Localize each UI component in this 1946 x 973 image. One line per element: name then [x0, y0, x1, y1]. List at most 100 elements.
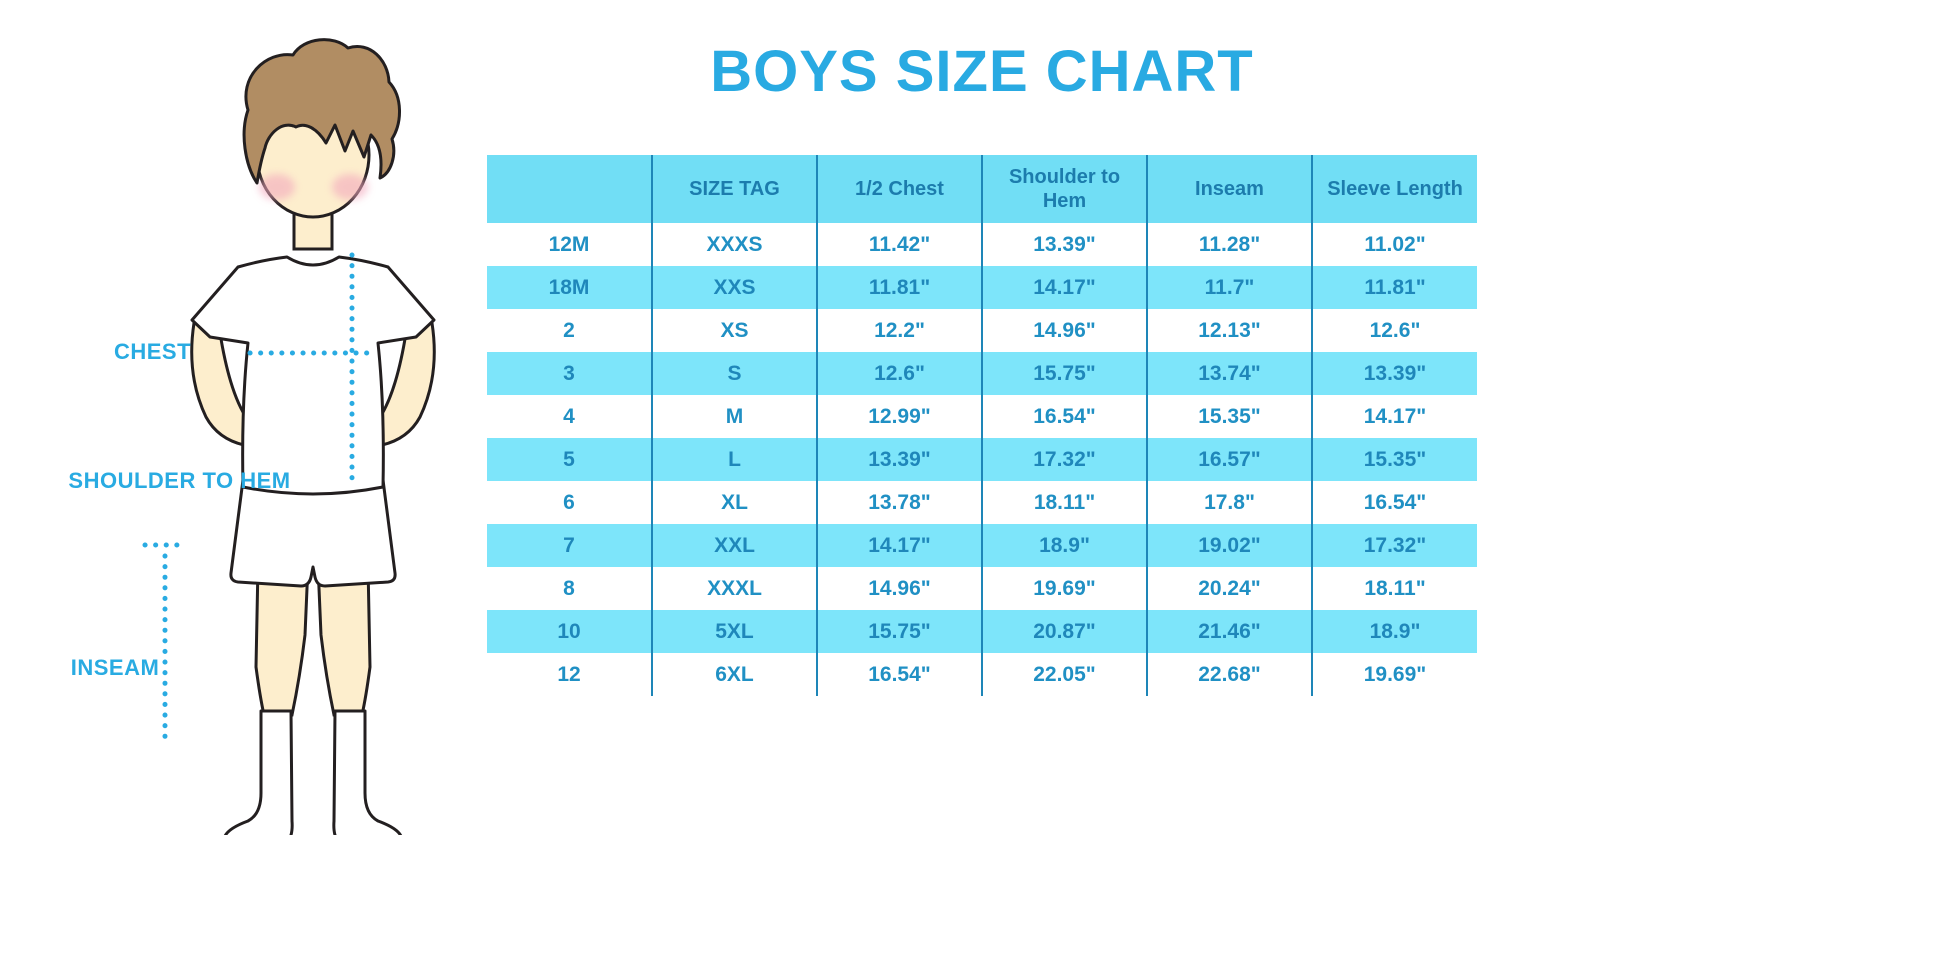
- row-label: 3: [487, 352, 652, 395]
- table-cell: XXL: [651, 524, 817, 567]
- boy-sock-shoe-right: [332, 709, 403, 835]
- table-cell: 15.35": [1146, 395, 1312, 438]
- table-cell: 13.78": [816, 481, 982, 524]
- table-cell: 15.75": [816, 610, 982, 653]
- shoulder-to-hem-label: SHOULDER TO HEM: [68, 468, 291, 493]
- table-row: 12M XXXS 11.42" 13.39" 11.28" 11.02": [487, 223, 1477, 266]
- table-cell: 19.69": [981, 567, 1147, 610]
- table-cell: 17.32": [981, 438, 1147, 481]
- table-cell: 13.39": [816, 438, 982, 481]
- table-cell: 17.32": [1311, 524, 1477, 567]
- table-cell: XXXL: [651, 567, 817, 610]
- table-cell: 12.6": [816, 352, 982, 395]
- table-row: 6 XL 13.78" 18.11" 17.8" 16.54": [487, 481, 1477, 524]
- table-cell: 12.99": [816, 395, 982, 438]
- boy-leg-right: [316, 563, 372, 717]
- table-cell: S: [651, 352, 817, 395]
- table-row: 8 XXXL 14.96" 19.69" 20.24" 18.11": [487, 567, 1477, 610]
- table-cell: 20.24": [1146, 567, 1312, 610]
- table-cell: 16.54": [816, 653, 982, 696]
- table-cell: XL: [651, 481, 817, 524]
- table-cell: 16.54": [1311, 481, 1477, 524]
- table-cell: L: [651, 438, 817, 481]
- boy-blush-left: [259, 174, 295, 200]
- table-cell: 18.9": [981, 524, 1147, 567]
- table-cell: 13.74": [1146, 352, 1312, 395]
- size-table: SIZE TAG 1/2 Chest Shoulder to Hem Insea…: [487, 155, 1477, 696]
- table-row: 3 S 12.6" 15.75" 13.74" 13.39": [487, 352, 1477, 395]
- table-cell: 6XL: [651, 653, 817, 696]
- table-cell: 11.81": [816, 266, 982, 309]
- table-cell: 15.75": [981, 352, 1147, 395]
- table-cell: XXXS: [651, 223, 817, 266]
- table-cell: M: [651, 395, 817, 438]
- table-cell: 20.87": [981, 610, 1147, 653]
- table-row: 4 M 12.99" 16.54" 15.35" 14.17": [487, 395, 1477, 438]
- chest-label: CHEST: [113, 339, 192, 364]
- table-cell: 14.17": [816, 524, 982, 567]
- table-cell: XS: [651, 309, 817, 352]
- table-cell: 12.13": [1146, 309, 1312, 352]
- boy-blush-right: [332, 174, 368, 200]
- table-cell: 13.39": [981, 223, 1147, 266]
- boy-arm-right: [376, 321, 436, 447]
- table-cell: 22.05": [981, 653, 1147, 696]
- row-label: 5: [487, 438, 652, 481]
- table-cell: 11.7": [1146, 266, 1312, 309]
- boy-sock-shoe-left: [223, 709, 294, 835]
- col-header-size: [487, 155, 652, 223]
- table-cell: 14.17": [1311, 395, 1477, 438]
- table-cell: 13.39": [1311, 352, 1477, 395]
- col-header-size-tag: SIZE TAG: [651, 155, 817, 223]
- table-row: 18M XXS 11.81" 14.17" 11.7" 11.81": [487, 266, 1477, 309]
- col-header-shoulder-to-hem: Shoulder to Hem: [981, 155, 1147, 223]
- table-row: 10 5XL 15.75" 20.87" 21.46" 18.9": [487, 610, 1477, 653]
- row-label: 12: [557, 662, 581, 686]
- table-cell: 11.02": [1311, 223, 1477, 266]
- table-cell: 17.8": [1146, 481, 1312, 524]
- table-cell: 5XL: [651, 610, 817, 653]
- row-label: 7: [487, 524, 652, 567]
- boy-shorts: [229, 478, 397, 588]
- table-row: 5 L 13.39" 17.32" 16.57" 15.35": [487, 438, 1477, 481]
- table-cell: 14.96": [816, 567, 982, 610]
- row-label: 18M: [487, 266, 652, 309]
- boy-leg-left: [254, 563, 310, 717]
- row-label: 10: [487, 610, 652, 653]
- row-label: 2: [563, 318, 575, 342]
- table-cell: 18.11": [981, 481, 1147, 524]
- table-cell: 19.02": [1146, 524, 1312, 567]
- table-cell: 18.11": [1311, 567, 1477, 610]
- boy-hair: [242, 38, 401, 185]
- boy-arm-left: [190, 321, 250, 447]
- col-header-inseam: Inseam: [1146, 155, 1312, 223]
- table-cell: 18.9": [1311, 610, 1477, 653]
- size-table-header-row: SIZE TAG 1/2 Chest Shoulder to Hem Insea…: [487, 155, 1477, 223]
- row-label: 12M: [548, 232, 590, 256]
- table-cell: 22.68": [1146, 653, 1312, 696]
- col-header-sleeve-length: Sleeve Length: [1311, 155, 1477, 223]
- table-cell: 12.6": [1311, 309, 1477, 352]
- table-cell: 11.81": [1311, 266, 1477, 309]
- table-cell: 16.57": [1146, 438, 1312, 481]
- page-title: BOYS SIZE CHART: [710, 39, 1254, 104]
- table-row: 7 XXL 14.17" 18.9" 19.02" 17.32": [487, 524, 1477, 567]
- col-header-half-chest: 1/2 Chest: [816, 155, 982, 223]
- table-row: 2 XS 12.2" 14.96" 12.13" 12.6": [487, 309, 1477, 352]
- table-cell: 21.46": [1146, 610, 1312, 653]
- boy-illustration: [142, 38, 436, 835]
- row-label: 8: [563, 576, 575, 600]
- table-cell: 19.69": [1311, 653, 1477, 696]
- table-cell: XXS: [651, 266, 817, 309]
- table-cell: 11.42": [816, 223, 982, 266]
- boy-tshirt: [190, 255, 436, 496]
- table-cell: 15.35": [1311, 438, 1477, 481]
- table-row: 12 6XL 16.54" 22.05" 22.68" 19.69": [487, 653, 1477, 696]
- table-cell: 14.17": [981, 266, 1147, 309]
- inseam-label: INSEAM: [70, 655, 160, 680]
- table-cell: 16.54": [981, 395, 1147, 438]
- row-label: 4: [563, 404, 575, 428]
- table-cell: 11.28": [1146, 223, 1312, 266]
- row-label: 6: [563, 490, 575, 514]
- size-table-container: SIZE TAG 1/2 Chest Shoulder to Hem Insea…: [487, 155, 1477, 696]
